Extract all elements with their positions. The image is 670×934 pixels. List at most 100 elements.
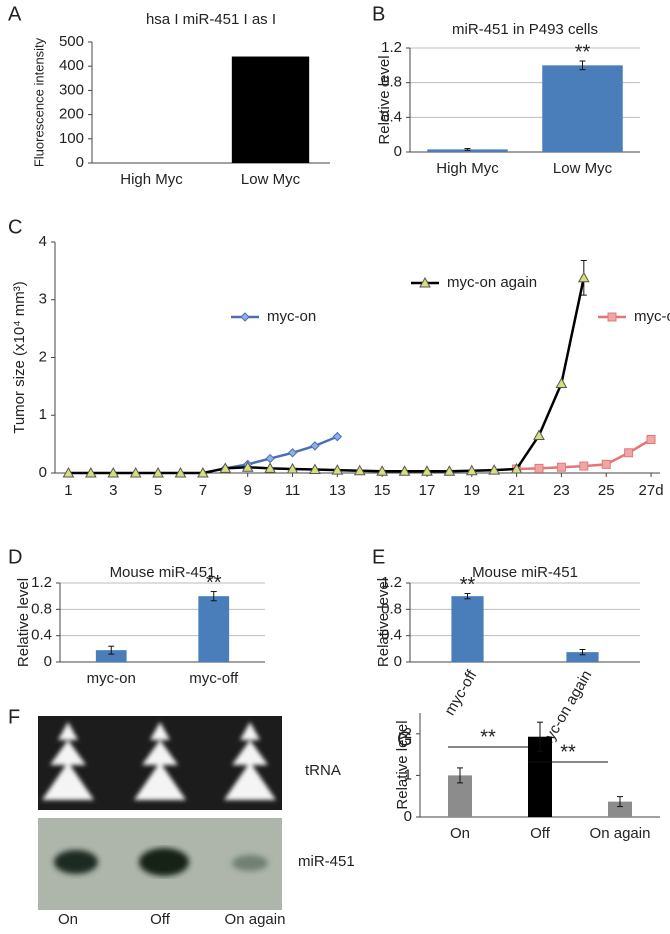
marker	[287, 448, 298, 458]
y-axis-label: Relative level	[15, 578, 32, 667]
x-tick-label: myc-off	[189, 670, 239, 687]
marker	[488, 464, 501, 475]
y-axis-label: Fluorescence intensity	[31, 37, 46, 167]
bar	[95, 650, 127, 662]
marker	[85, 466, 97, 478]
x-tick-label: 3	[109, 482, 117, 499]
blot-label: miR-451	[298, 853, 355, 870]
x-tick-label: 9	[244, 482, 252, 499]
y-tick-label: 0.8	[381, 600, 402, 617]
marker	[533, 429, 545, 440]
x-tick-label: High Myc	[120, 171, 183, 188]
y-tick-label: 3	[39, 291, 47, 308]
y-tick-label: 0.4	[381, 108, 402, 125]
blot-label: tRNA	[305, 762, 341, 779]
x-tick-label: 19	[463, 482, 480, 499]
gel-image	[38, 716, 282, 910]
marker	[331, 464, 344, 475]
y-tick-label: 0	[76, 154, 84, 171]
panel-label: A	[8, 3, 22, 25]
marker	[241, 461, 254, 472]
y-tick-label: 400	[59, 57, 84, 74]
legend-marker	[607, 312, 617, 322]
significance: **	[480, 726, 496, 748]
x-tick-label: Low Myc	[553, 160, 613, 177]
x-tick-label: On	[450, 825, 470, 842]
marker	[398, 465, 411, 476]
trna-bands	[42, 722, 276, 800]
bar	[608, 801, 632, 817]
marker	[264, 462, 276, 473]
x-tick-label: Low Myc	[241, 171, 301, 188]
marker	[174, 466, 187, 478]
panel-label: C	[8, 216, 22, 238]
bar	[198, 596, 230, 662]
x-tick-label: On again	[590, 825, 651, 842]
marker	[555, 377, 568, 388]
y-tick-label: 1	[404, 766, 412, 783]
y-axis-label: Tumor size (x10⁴ mm³)	[11, 281, 28, 434]
y-tick-label: 300	[59, 81, 84, 98]
marker	[534, 463, 544, 473]
y-tick-label: 0.4	[31, 627, 52, 644]
panel-label: F	[8, 706, 20, 728]
y-tick-label: 100	[59, 130, 84, 147]
y-tick-label: 1.2	[381, 39, 402, 56]
legend-marker	[419, 276, 431, 288]
x-tick-label: 1	[64, 482, 72, 499]
x-tick-label: 11	[285, 482, 301, 499]
bar	[566, 652, 599, 662]
x-tick-label: High Myc	[436, 160, 499, 177]
y-tick-label: 1.2	[381, 574, 402, 591]
line-series	[225, 435, 338, 470]
marker	[309, 463, 321, 475]
bar	[231, 56, 310, 163]
y-tick-label: 1	[39, 406, 47, 423]
x-tick-label: 13	[329, 482, 346, 499]
panel-label: G	[397, 728, 413, 750]
marker	[443, 465, 456, 476]
marker	[510, 462, 523, 474]
marker	[332, 431, 343, 442]
significance: **	[560, 741, 576, 763]
x-tick-label: 23	[553, 482, 570, 499]
y-axis-label: Relative level	[394, 720, 411, 809]
y-tick-label: 2	[39, 348, 47, 365]
marker	[62, 466, 75, 478]
marker	[286, 462, 299, 474]
lane-label: On again	[225, 911, 286, 928]
marker	[556, 462, 566, 472]
marker	[310, 441, 320, 451]
marker	[219, 462, 232, 473]
y-tick-label: 0.8	[31, 600, 52, 617]
y-tick-label: 0.4	[381, 627, 402, 644]
x-tick-label: myc-on	[87, 670, 136, 687]
panel-label: B	[372, 3, 385, 25]
marker	[421, 465, 433, 476]
mir-bands	[54, 848, 268, 876]
x-tick-label: 21	[508, 482, 525, 499]
x-tick-label: 25	[598, 482, 615, 499]
x-tick-label: 7	[199, 482, 207, 499]
marker	[624, 448, 634, 458]
significance: **	[460, 574, 476, 596]
marker	[152, 466, 164, 478]
legend-marker	[240, 312, 250, 322]
marker	[265, 453, 275, 464]
y-tick-label: 2	[404, 725, 412, 742]
y-tick-label: 0	[39, 464, 47, 481]
marker	[129, 466, 142, 478]
chart-title: Mouse miR-451	[110, 564, 216, 581]
legend-label: myc-off	[634, 308, 670, 325]
marker	[107, 466, 120, 478]
y-tick-label: 4	[39, 233, 47, 250]
marker	[465, 464, 478, 476]
marker	[601, 459, 611, 469]
x-tick-label: myc-off	[441, 667, 481, 719]
legend-label: myc-on again	[447, 274, 537, 291]
marker	[353, 464, 366, 476]
significance: **	[206, 572, 222, 594]
x-tick-label: 17	[419, 482, 436, 499]
chart-title: hsa I miR-451 I as I	[146, 11, 276, 28]
